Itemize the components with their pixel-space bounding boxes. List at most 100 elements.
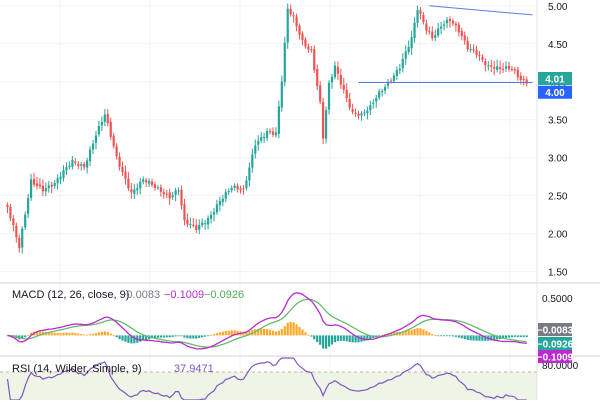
- candle-body: [127, 178, 130, 189]
- candle-body: [50, 184, 53, 187]
- macd-histogram-bar: [150, 335, 154, 339]
- rsi-tick-label: 80.0000: [542, 361, 579, 372]
- macd-histogram-bar: [260, 328, 263, 336]
- line-price-badge-bg: [538, 85, 572, 99]
- macd-histogram-bar: [165, 335, 168, 338]
- candle-body: [499, 67, 502, 69]
- macd-histogram-bar: [313, 335, 316, 340]
- macd-pane[interactable]: MACD (12, 26, close, 9) −0.0083 −0.1009 …: [6, 289, 528, 350]
- macd-histogram-bar: [171, 335, 174, 337]
- macd-badge-bg: [538, 323, 572, 336]
- macd-histogram-bar: [463, 335, 466, 340]
- candle-body: [103, 114, 106, 122]
- candle-body: [263, 136, 266, 139]
- candle-body: [466, 40, 469, 50]
- macd-histogram-bar: [192, 335, 195, 339]
- macd-signal-value: −0.1009: [164, 289, 204, 301]
- candle-body: [389, 80, 393, 82]
- candle-body: [74, 161, 77, 163]
- candle-body: [97, 125, 101, 135]
- candle-body: [230, 187, 233, 191]
- macd-histogram-bar: [501, 335, 505, 339]
- candle-body: [65, 167, 68, 171]
- macd-histogram-bar: [80, 333, 83, 336]
- macd-histogram-bar: [451, 335, 455, 337]
- macd-histogram-bar: [27, 335, 30, 336]
- candle-body: [156, 187, 160, 189]
- macd-histogram-bar: [198, 335, 201, 339]
- macd-histogram-bar: [460, 335, 463, 339]
- macd-histogram-bar: [195, 335, 198, 339]
- candle-body: [215, 204, 219, 213]
- candle-body: [47, 185, 50, 189]
- candle-body: [333, 65, 337, 78]
- candle-body: [301, 33, 304, 40]
- macd-histogram-bar: [348, 335, 351, 342]
- candle-body: [404, 51, 407, 59]
- macd-histogram-bar: [21, 335, 24, 339]
- macd-histogram-bar: [324, 335, 328, 349]
- macd-histogram-bar: [88, 334, 92, 336]
- macd-histogram-bar: [378, 335, 381, 337]
- candle-body: [398, 68, 401, 71]
- candle-body: [165, 193, 168, 195]
- candle-body: [227, 190, 230, 192]
- macd-histogram-bar: [112, 335, 115, 337]
- macd-histogram-bar: [440, 335, 443, 337]
- candle-body: [298, 25, 301, 35]
- price-tick-label: 4.50: [548, 40, 568, 51]
- candle-body: [434, 35, 437, 38]
- candle-body: [142, 179, 145, 182]
- macd-histogram-bar: [103, 331, 106, 336]
- candle-body: [189, 224, 192, 226]
- candle-body: [145, 180, 148, 183]
- candle-body: [41, 185, 44, 192]
- candle-body: [286, 8, 289, 43]
- candle-body: [257, 140, 260, 145]
- macd-histogram-bar: [345, 335, 348, 342]
- macd-histogram-bar: [177, 335, 180, 337]
- candle-body: [481, 57, 484, 60]
- macd-histogram-bar: [295, 324, 298, 336]
- candle-body: [386, 81, 390, 86]
- macd-histogram-bar: [201, 335, 204, 338]
- macd-histogram-bar: [310, 335, 313, 337]
- macd-histogram-bar: [448, 335, 452, 337]
- candle-body: [416, 9, 419, 23]
- candle-body: [201, 222, 204, 226]
- candle-body: [124, 171, 127, 179]
- macd-histogram-bar: [83, 334, 86, 336]
- candle-body: [59, 176, 62, 180]
- candle-body: [484, 61, 487, 66]
- rsi-line: [6, 357, 527, 401]
- candle-body: [221, 198, 224, 202]
- macd-histogram-bar: [357, 335, 360, 343]
- macd-histogram-bar: [245, 331, 248, 336]
- macd-histogram-bar: [445, 335, 449, 337]
- candle-body: [525, 79, 528, 84]
- candle-body: [460, 30, 463, 37]
- macd-histogram-bar: [510, 335, 514, 338]
- candle-body: [407, 46, 410, 53]
- macd-histogram-bar: [292, 322, 295, 336]
- macd-histogram-bar: [159, 335, 162, 338]
- macd-histogram-bar: [363, 335, 366, 342]
- macd-histogram-bar: [145, 335, 148, 340]
- candle-body: [136, 188, 139, 191]
- candle-body: [292, 15, 295, 17]
- candle-body: [280, 81, 283, 108]
- macd-histogram-bar: [481, 335, 484, 341]
- candle-body: [313, 49, 316, 71]
- rsi-pane[interactable]: RSI (14, Wilder, Simple, 9) 37.9471: [0, 357, 537, 401]
- macd-histogram-bar: [425, 331, 428, 336]
- last-price-badge-bg: [538, 71, 572, 85]
- candle-body: [206, 218, 210, 225]
- macd-histogram-bar: [434, 335, 437, 336]
- candle-body: [295, 16, 298, 27]
- macd-histogram-bar: [283, 326, 286, 336]
- macd-histogram-bar: [268, 329, 272, 336]
- rsi-legend-label: RSI (14, Wilder, Simple, 9): [12, 363, 142, 375]
- candle-body: [6, 204, 9, 208]
- macd-histogram-bar: [224, 330, 227, 336]
